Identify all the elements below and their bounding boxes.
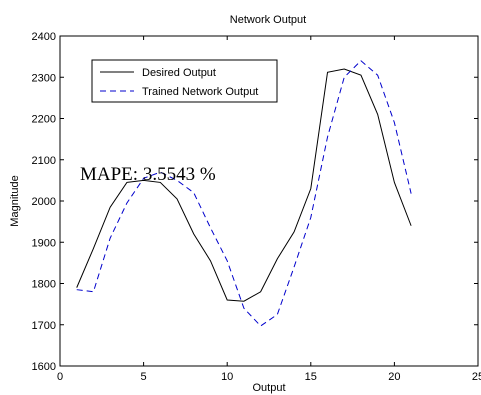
axis-ticks: 0 5 10 15 20 25 1600 1700 1800 1900 2000 2100 2200 23… [32, 31, 481, 383]
y-tick-label: 1700 [32, 320, 56, 332]
legend-box [91, 59, 278, 103]
y-tick-label: 1600 [32, 361, 56, 373]
y-tick-label: 2300 [32, 72, 56, 84]
y-tick-label: 2200 [32, 114, 56, 126]
mape-annotation: MAPE: 3.5543 % [80, 164, 216, 185]
legend: Desired Output Trained Network Output [91, 59, 278, 103]
y-tick-label: 2400 [32, 31, 56, 43]
y-axis-label: Magnitude [9, 175, 21, 226]
legend-label-desired-output: Desired Output [142, 67, 216, 79]
x-tick-label: 20 [388, 371, 400, 383]
x-tick-label: 15 [305, 371, 317, 383]
x-tick-label: 0 [57, 371, 63, 383]
x-tick-label: 25 [472, 371, 481, 383]
x-axis-label: Output [252, 382, 285, 394]
series-line-trained-network-output [76, 60, 412, 327]
y-tick-label: 1800 [32, 279, 56, 291]
chart-title: Network Output [230, 14, 306, 26]
x-tick-label: 5 [141, 371, 147, 383]
series-layer [76, 60, 412, 327]
series-line-desired-output [76, 68, 412, 302]
y-tick-label: 1900 [32, 237, 56, 249]
x-tick-label: 10 [221, 371, 233, 383]
y-tick-label: 2100 [32, 155, 56, 167]
legend-label-trained-network-output: Trained Network Output [142, 86, 258, 98]
y-tick-label: 2000 [32, 196, 56, 208]
